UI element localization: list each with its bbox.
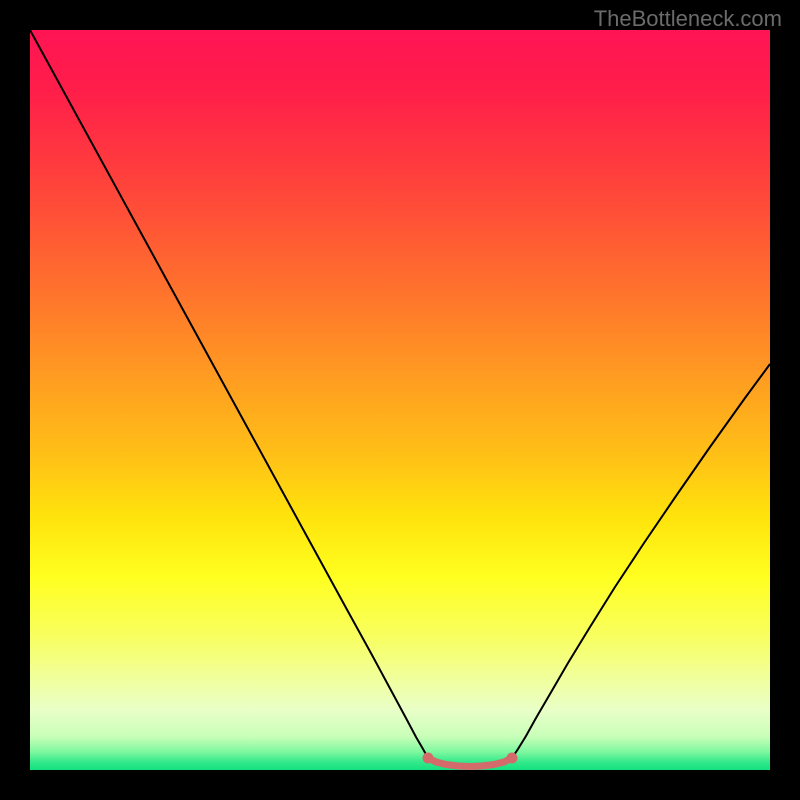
floor-marker-right: [507, 753, 518, 764]
bottleneck-chart: TheBottleneck.com: [0, 0, 800, 800]
watermark-text: TheBottleneck.com: [594, 6, 782, 32]
floor-marker-left: [423, 753, 434, 764]
chart-plot-area: [30, 30, 770, 770]
chart-svg: [0, 0, 800, 800]
